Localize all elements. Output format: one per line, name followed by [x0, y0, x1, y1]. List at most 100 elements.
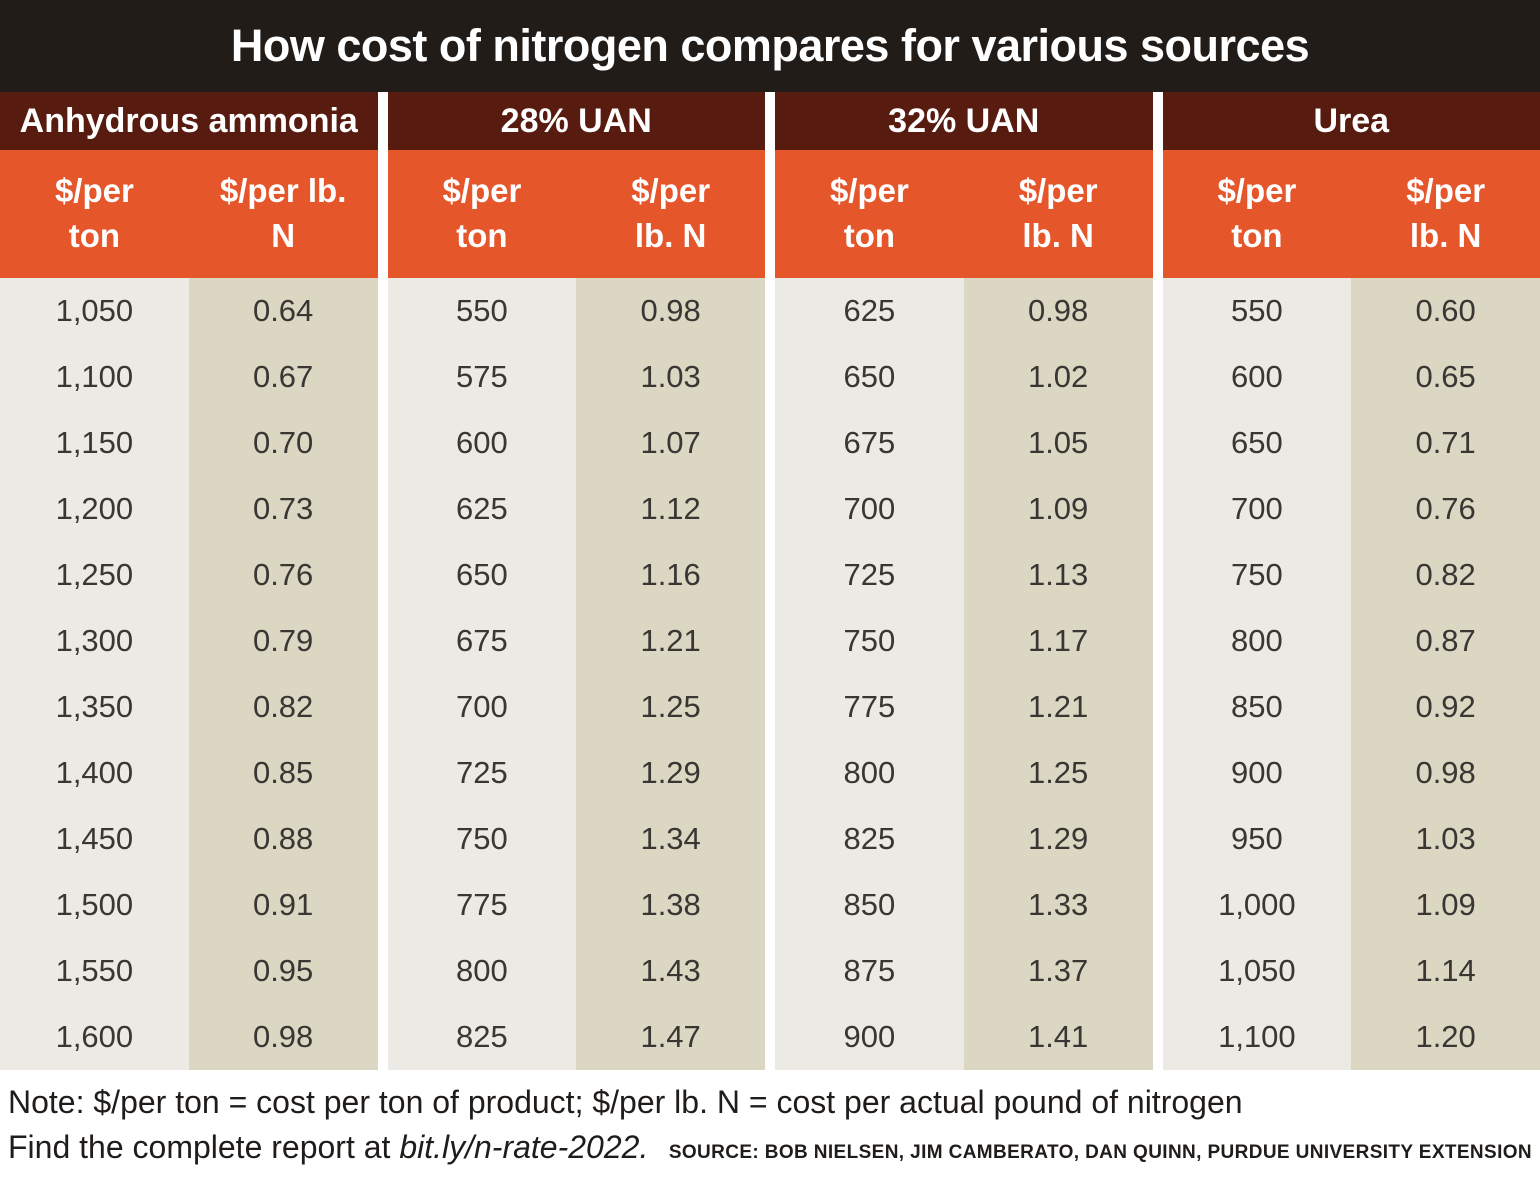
table-cell: 1,000: [1162, 872, 1352, 938]
footer-row: Find the complete report at bit.ly/n-rat…: [8, 1129, 1532, 1166]
table-cell: 1,100: [0, 344, 189, 410]
note-line: Note: $/per ton = cost per ton of produc…: [8, 1084, 1243, 1120]
table-cell: 1,450: [0, 806, 189, 872]
footer: Note: $/per ton = cost per ton of produc…: [0, 1070, 1540, 1185]
column-headers: $/per ton $/per lb. N: [387, 150, 765, 278]
table-cell: 0.98: [188, 1004, 378, 1070]
column-header-per-ton: $/per ton: [54, 172, 134, 254]
column-header-per-ton: $/per ton: [829, 172, 909, 254]
source-credit: SOURCE: BOB NIELSEN, JIM CAMBERATO, DAN …: [668, 1142, 1532, 1163]
table-cell: 675: [775, 410, 964, 476]
table-cell: 1.38: [576, 872, 765, 938]
table-row: 1,500 0.91: [0, 872, 378, 938]
group-rows: 550 0.98 575 1.03 600 1.07 625 1.12 650 1.16 675 1.…: [387, 278, 765, 1070]
report-link-prefix: Find the complete report at: [8, 1129, 400, 1165]
table-cell: 1,500: [0, 872, 189, 938]
table-cell: 1,400: [0, 740, 189, 806]
table-cell: 650: [775, 344, 964, 410]
table-row: 550 0.60: [1162, 278, 1540, 344]
table-cell: 1.21: [963, 674, 1153, 740]
table-cell: 1.03: [1351, 806, 1540, 872]
table-cell: 1.47: [576, 1004, 765, 1070]
column-headers: $/per ton $/per lb. N: [775, 150, 1153, 278]
table-cell: 575: [387, 344, 577, 410]
column-header-per-lb-n: $/per lb. N: [1018, 172, 1098, 254]
table-cell: 700: [387, 674, 577, 740]
table-title: How cost of nitrogen compares for variou…: [0, 0, 1540, 92]
table-row: 650 1.16: [387, 542, 765, 608]
table-cell: 1.02: [963, 344, 1153, 410]
group-anhydrous-ammonia: Anhydrous ammonia $/per ton $/per lb. N …: [0, 92, 378, 1070]
table-cell: 0.76: [188, 542, 378, 608]
table-cell: 0.82: [188, 674, 378, 740]
table-row: 650 0.71: [1162, 410, 1540, 476]
table-row: 750 0.82: [1162, 542, 1540, 608]
table-cell: 0.64: [188, 278, 378, 344]
table-row: 825 1.47: [387, 1004, 765, 1070]
table-cell: 550: [387, 278, 577, 344]
table-row: 1,450 0.88: [0, 806, 378, 872]
table-cell: 1.05: [963, 410, 1153, 476]
table-row: 600 1.07: [387, 410, 765, 476]
table-cell: 0.85: [188, 740, 378, 806]
table-cell: 0.82: [1351, 542, 1540, 608]
table-cell: 1.25: [963, 740, 1153, 806]
table-cell: 825: [387, 1004, 577, 1070]
table-row: 700 1.25: [387, 674, 765, 740]
table-cell: 0.91: [188, 872, 378, 938]
table-cell: 775: [775, 674, 964, 740]
table-row: 725 1.13: [775, 542, 1153, 608]
table-row: 700 1.09: [775, 476, 1153, 542]
table-cell: 1,050: [1162, 938, 1352, 1004]
table-cell: 700: [1162, 476, 1352, 542]
table-cell: 1.33: [963, 872, 1153, 938]
table-cell: 1,050: [0, 278, 189, 344]
table-row: 1,550 0.95: [0, 938, 378, 1004]
table-row: 875 1.37: [775, 938, 1153, 1004]
table-cell: 1,200: [0, 476, 189, 542]
table-row: 800 0.87: [1162, 608, 1540, 674]
table-cell: 750: [775, 608, 964, 674]
table-cell: 650: [387, 542, 577, 608]
table-row: 625 0.98: [775, 278, 1153, 344]
table-cell: 1.25: [576, 674, 765, 740]
table-cell: 600: [387, 410, 577, 476]
table-row: 750 1.34: [387, 806, 765, 872]
table-cell: 1.09: [963, 476, 1153, 542]
group-header: 32% UAN: [775, 92, 1153, 150]
report-link[interactable]: bit.ly/n-rate-2022.: [399, 1129, 649, 1165]
table-cell: 1,550: [0, 938, 189, 1004]
table-cell: 1.13: [963, 542, 1153, 608]
table-cell: 800: [775, 740, 964, 806]
table-cell: 1,300: [0, 608, 189, 674]
table-row: 550 0.98: [387, 278, 765, 344]
table-cell: 0.65: [1351, 344, 1540, 410]
table-cell: 0.71: [1351, 410, 1540, 476]
table-cell: 725: [775, 542, 964, 608]
column-header-per-ton: $/per ton: [1217, 172, 1297, 254]
table-cell: 600: [1162, 344, 1352, 410]
table-cell: 1,350: [0, 674, 189, 740]
table-row: 800 1.25: [775, 740, 1153, 806]
column-header-per-lb-n: $/per lb. N: [219, 172, 347, 254]
table-row: 1,100 0.67: [0, 344, 378, 410]
table-cell: 1,150: [0, 410, 189, 476]
table-cell: 550: [1162, 278, 1352, 344]
table-cell: 1.03: [576, 344, 765, 410]
table-cell: 1.07: [576, 410, 765, 476]
table-cell: 0.73: [188, 476, 378, 542]
table-cell: 875: [775, 938, 964, 1004]
column-header-per-lb-n: $/per lb. N: [1406, 172, 1486, 254]
table-row: 825 1.29: [775, 806, 1153, 872]
table-cell: 850: [775, 872, 964, 938]
table-row: 1,600 0.98: [0, 1004, 378, 1070]
table-cell: 950: [1162, 806, 1352, 872]
table-cell: 800: [387, 938, 577, 1004]
table-cell: 850: [1162, 674, 1352, 740]
table-cell: 0.88: [188, 806, 378, 872]
table-row: 1,050 0.64: [0, 278, 378, 344]
group-28-uan: 28% UAN $/per ton $/per lb. N 550 0.98 575…: [387, 92, 765, 1070]
column-header-per-lb-n: $/per lb. N: [631, 172, 711, 254]
column-headers: $/per ton $/per lb. N: [1162, 150, 1540, 278]
